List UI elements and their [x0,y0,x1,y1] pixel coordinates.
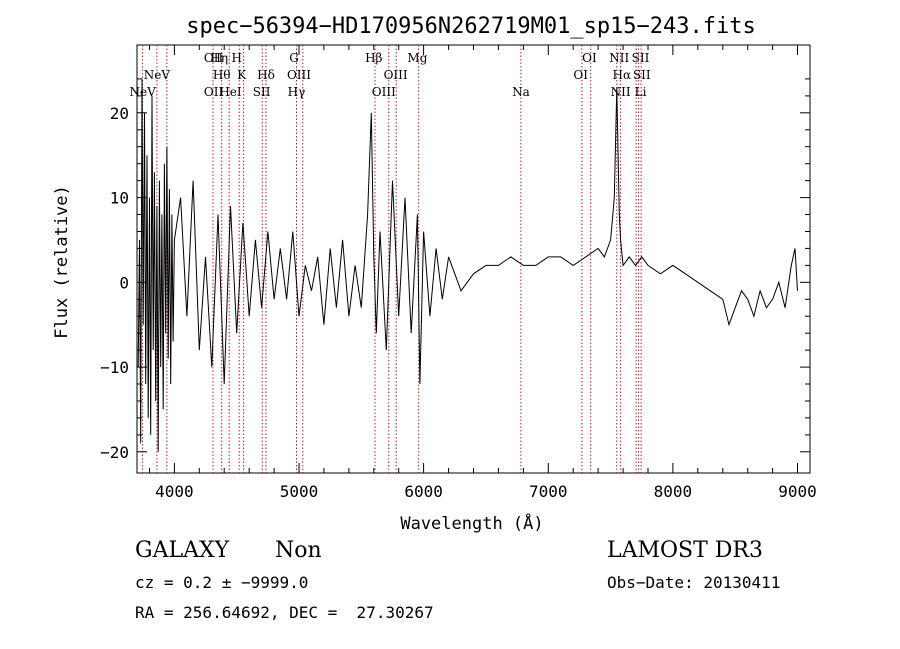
line-label: Hθ [213,68,231,82]
survey-name: LAMOST DR3 [607,538,763,563]
y-tick-label: 10 [110,189,129,208]
plot-frame [136,44,811,474]
line-label: OII [204,85,224,99]
line-label: SII [632,51,650,65]
x-tick-label: 5000 [280,482,319,501]
y-axis: 20 10 0 −10 −20 [100,78,810,462]
x-axis-label: Wavelength (Å) [400,512,543,534]
line-label: NeV [144,68,171,82]
y-tick-label: −20 [100,443,129,462]
chart-title: spec−56394−HD170956N262719M01_sp15−243.f… [186,14,756,39]
line-label: OI [582,51,597,65]
line-label: OIII [372,85,396,99]
line-label: SII [253,85,271,99]
x-tick-label: 4000 [155,482,194,501]
x-tick-label: 7000 [529,482,568,501]
redshift-cz: cz = 0.2 ± −9999.0 [135,573,309,592]
observation-date: Obs−Date: 20130411 [607,573,781,592]
y-tick-label: −10 [100,358,129,377]
line-label: H [231,51,241,65]
spectrum-series [137,78,798,452]
line-label: Mg [407,51,427,65]
y-tick-label: 20 [110,104,129,123]
object-subclass: Non [275,538,322,563]
line-label: Na [512,85,530,99]
line-label: Hδ [257,68,275,82]
x-tick-label: 9000 [778,482,817,501]
line-label: NeV [130,85,157,99]
line-label: NII [611,85,631,99]
object-class: GALAXY [135,538,230,563]
line-label: SII [633,68,651,82]
line-label: Hα [613,68,632,82]
x-tick-label: 6000 [404,482,443,501]
spectrum-line [137,78,798,452]
emission-line-markers [142,45,642,473]
line-label: OI [573,68,588,82]
line-label: Li [635,85,647,99]
line-label: OII [204,51,224,65]
line-label: NII [609,51,629,65]
line-label: OIII [287,68,311,82]
x-axis: 4000 5000 6000 7000 8000 9000 [149,45,817,501]
x-tick-label: 8000 [654,482,693,501]
y-axis-label: Flux (relative) [52,185,72,339]
line-label: HeI [219,85,242,99]
line-label: K [237,68,247,82]
ra-dec: RA = 256.64692, DEC = 27.30267 [135,603,434,622]
line-label: Hη [210,51,228,65]
line-label: Hβ [365,51,382,65]
y-tick-label: 0 [119,273,129,292]
line-label: Hγ [288,85,306,99]
line-label: OIII [384,68,408,82]
line-label: G [289,51,299,65]
